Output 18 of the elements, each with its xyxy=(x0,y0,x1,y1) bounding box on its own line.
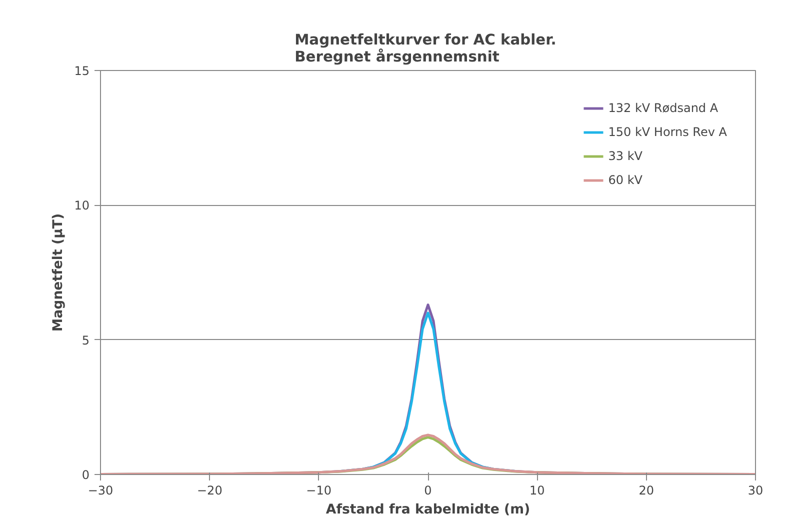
x-tick-label: 10 xyxy=(530,484,545,498)
y-tick-label: 10 xyxy=(74,198,90,213)
x-tick-label: 20 xyxy=(638,484,654,498)
legend-label: 132 kV Rødsand A xyxy=(608,101,718,115)
x-tick-label: −30 xyxy=(88,484,114,498)
x-axis-title: Afstand fra kabelmidte (m) xyxy=(326,502,530,518)
x-tick-label: 30 xyxy=(748,484,764,498)
legend-label: 150 kV Horns Rev A xyxy=(608,125,727,139)
chart-title: Magnetfeltkurver for AC kabler. Beregnet årsgennemsnit xyxy=(294,32,556,66)
legend-label: 60 kV xyxy=(608,173,642,187)
x-tick-label: −20 xyxy=(197,484,222,498)
x-tick-label: 0 xyxy=(424,484,432,498)
y-tick-label: 5 xyxy=(82,333,90,348)
y-tick-label: 0 xyxy=(82,468,90,482)
y-axis-title: Magnetfelt (µT) xyxy=(51,213,66,332)
y-tick-label: 15 xyxy=(74,64,90,78)
x-tick-label: −10 xyxy=(306,484,332,498)
legend-label: 33 kV xyxy=(608,149,642,163)
